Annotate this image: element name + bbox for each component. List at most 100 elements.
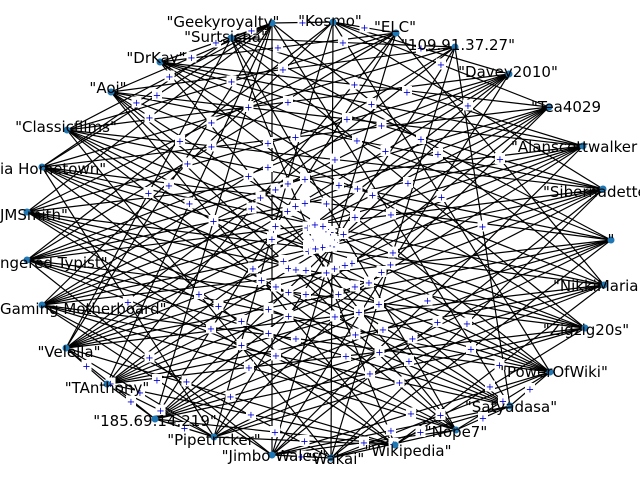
edge-label-93: + xyxy=(213,300,224,313)
edge-label-text: + xyxy=(377,268,385,279)
edge-label-background xyxy=(283,310,294,321)
node-label: "Aoi" xyxy=(89,79,126,97)
edge-label-104: + xyxy=(283,286,294,299)
edge-label-144: + xyxy=(478,412,488,425)
node-label: "Zigzig20s" xyxy=(543,321,629,339)
edge-label-4: + xyxy=(164,70,175,83)
edge-label-88: + xyxy=(321,197,332,210)
edge-label-text: + xyxy=(408,334,416,345)
edge-label-text: + xyxy=(387,426,395,437)
node-n2 xyxy=(227,34,235,42)
node-n8 xyxy=(545,103,553,111)
edge-label-text: + xyxy=(360,438,368,449)
node-label: "TAnthony" xyxy=(65,379,150,397)
edge-label-145: + xyxy=(386,424,396,437)
edge-label-text: + xyxy=(351,330,359,341)
edge-label-text: + xyxy=(334,290,342,301)
edge-label-13: + xyxy=(359,21,370,34)
node-label: "NikkiMaria xyxy=(553,277,639,295)
edge-label-background xyxy=(301,288,311,299)
node-n24 xyxy=(452,426,460,434)
edge-label-text: + xyxy=(271,428,279,439)
edge-label-text: + xyxy=(264,329,272,340)
node-n17 xyxy=(38,301,46,309)
edge-label-text: + xyxy=(433,318,441,329)
edge-label-text: + xyxy=(407,409,415,420)
edge-label-text: + xyxy=(339,38,347,49)
edge-label-91: + xyxy=(271,280,281,293)
edge-label-background xyxy=(206,140,217,152)
edge-label-text: + xyxy=(526,385,534,396)
edge-label-background xyxy=(291,332,301,344)
edge-label-139: + xyxy=(406,407,416,420)
node-n4 xyxy=(451,43,459,51)
edge-label-background xyxy=(273,41,283,53)
node-label: "Tea4029 xyxy=(531,98,601,116)
edge-label-background xyxy=(350,328,361,340)
edge-label-background xyxy=(340,259,350,270)
edge-label-148: + xyxy=(270,426,280,439)
edge-label-background xyxy=(278,255,289,266)
edge-label-text: + xyxy=(195,290,203,301)
edge-label-text: + xyxy=(187,53,195,64)
edge-label-109: + xyxy=(333,288,344,301)
edge-label-background xyxy=(462,317,472,329)
edge-label-49: + xyxy=(367,189,378,202)
edge-label-background xyxy=(206,322,216,334)
node-label: "Sibernadette xyxy=(543,183,640,201)
edge-label-text: + xyxy=(301,175,309,186)
edge-label-22: + xyxy=(338,36,348,49)
edge-label-1: + xyxy=(246,24,257,37)
edge-label-32: + xyxy=(206,116,217,129)
edge-label-background xyxy=(152,374,162,385)
edge-label-51: + xyxy=(350,211,360,224)
edge-label-background xyxy=(485,380,495,392)
edge-label-55: + xyxy=(282,205,293,218)
edge-label-120: + xyxy=(350,328,361,341)
edge-label-text: + xyxy=(237,341,245,352)
edge-label-text: + xyxy=(342,352,350,363)
edge-label-103: + xyxy=(301,264,311,277)
edge-label-text: + xyxy=(348,259,356,270)
edge-label-text: + xyxy=(292,334,300,345)
edge-label-background xyxy=(494,359,505,370)
edge-label-text: + xyxy=(335,181,343,192)
edge-label-149: + xyxy=(359,436,369,449)
edge-label-text: + xyxy=(145,353,153,364)
edge-label-background xyxy=(271,349,281,361)
edge-label-2: + xyxy=(211,36,221,49)
edge-label-86: + xyxy=(422,294,433,307)
node-n21 xyxy=(103,380,111,388)
edge-label-background xyxy=(194,288,204,299)
edge-label-background xyxy=(290,200,301,211)
edge-label-background xyxy=(350,211,360,222)
edge-label-background xyxy=(318,220,328,231)
edge-label-background xyxy=(330,310,340,322)
edge-label-124: + xyxy=(291,332,301,345)
edge-label-137: + xyxy=(525,383,535,396)
edge-label-background xyxy=(341,350,351,361)
edge-label-background xyxy=(378,323,388,335)
edge-label-background xyxy=(352,134,362,146)
edge-label-text: + xyxy=(360,23,368,34)
edge-label-39: + xyxy=(243,101,254,114)
edge-label-background xyxy=(263,303,274,314)
edge-label-text: + xyxy=(298,18,306,29)
node-label: "Surtsicna" xyxy=(184,28,268,46)
edge-label-44: + xyxy=(477,220,488,233)
edge-label-background xyxy=(208,215,219,226)
edge-label-text: + xyxy=(127,397,135,408)
edge-label-text: + xyxy=(302,266,310,277)
node-n9 xyxy=(63,126,71,134)
edge-label-background xyxy=(263,137,273,148)
edge-label-134: + xyxy=(105,377,116,390)
edge-label-48: + xyxy=(380,145,391,158)
node-n10 xyxy=(579,142,587,150)
edge-label-80: + xyxy=(283,262,294,275)
edge-label-background xyxy=(334,179,344,190)
edge-label-17: + xyxy=(182,157,193,170)
edge-label-8: + xyxy=(184,197,195,210)
edge-label-text: + xyxy=(365,278,373,289)
edge-label-text: + xyxy=(244,172,252,183)
edge-label-background xyxy=(283,262,294,273)
